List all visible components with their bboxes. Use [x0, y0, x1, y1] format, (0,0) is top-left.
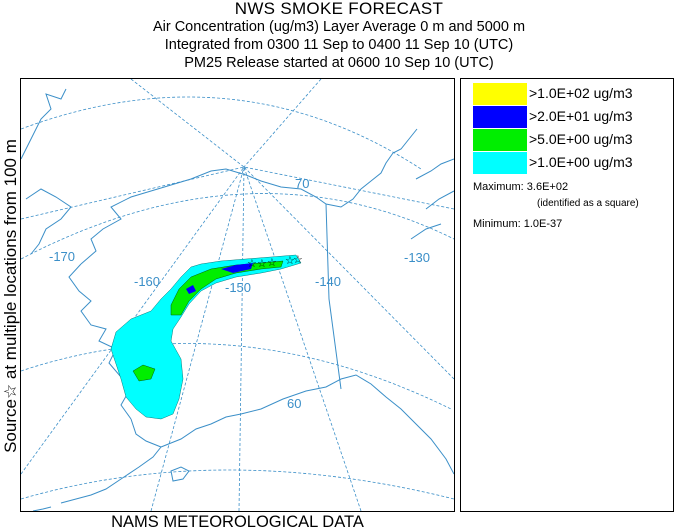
lon-label-140: -140	[315, 274, 341, 289]
legend-label: >5.0E+00 ug/m3	[529, 131, 633, 147]
smoke-plume	[110, 254, 302, 420]
svg-text:☆: ☆	[293, 253, 303, 266]
svg-text:☆: ☆	[285, 254, 295, 267]
longitude-gridlines	[21, 79, 454, 511]
lon-label-170: -170	[49, 249, 75, 264]
map-panel: ☆ ☆ ☆ ☆ ☆ -170 -160 -150 -140 -130 70 60	[20, 78, 455, 512]
legend-swatch	[473, 129, 527, 151]
map-svg: ☆ ☆ ☆ ☆ ☆ -170 -160 -150 -140 -130 70 60	[21, 79, 454, 511]
legend-label: >1.0E+00 ug/m3	[529, 154, 633, 170]
forecast-title: NWS SMOKE FORECAST	[234, 0, 444, 18]
lon-label-150: -150	[225, 280, 251, 295]
legend-label: >2.0E+01 ug/m3	[529, 108, 633, 124]
minimum-value: Minimum: 1.0E-37	[473, 218, 563, 230]
svg-text:☆: ☆	[257, 257, 267, 270]
lon-label-160: -160	[134, 274, 160, 289]
title-line-3: PM25 Release started at 0600 10 Sep 10 (…	[184, 55, 494, 71]
maximum-note: (identified as a square)	[537, 198, 639, 209]
svg-text:☆: ☆	[267, 256, 277, 269]
source-markers: ☆ ☆ ☆ ☆ ☆	[247, 253, 303, 270]
svg-text:☆: ☆	[247, 257, 257, 270]
latitude-gridlines	[21, 96, 454, 500]
lon-label-130: -130	[404, 250, 430, 265]
legend-swatch	[473, 152, 527, 174]
title-line-1: Air Concentration (ug/m3) Layer Average …	[152, 19, 526, 35]
legend-swatch	[473, 106, 527, 128]
grid-labels: -170 -160 -150 -140 -130 70 60	[49, 176, 430, 411]
coastlines	[21, 88, 454, 511]
data-source-label: NAMS METEOROLOGICAL DATA	[111, 513, 364, 531]
legend-swatch	[473, 83, 527, 105]
legend-label: >1.0E+02 ug/m3	[529, 85, 633, 101]
lat-label-70: 70	[295, 176, 309, 191]
maximum-value: Maximum: 3.6E+02	[473, 181, 569, 193]
legend-panel: >1.0E+02 ug/m3 >2.0E+01 ug/m3 >5.0E+00 u…	[460, 78, 674, 512]
title-line-2: Integrated from 0300 11 Sep to 0400 11 S…	[164, 37, 514, 53]
lat-label-60: 60	[287, 396, 301, 411]
